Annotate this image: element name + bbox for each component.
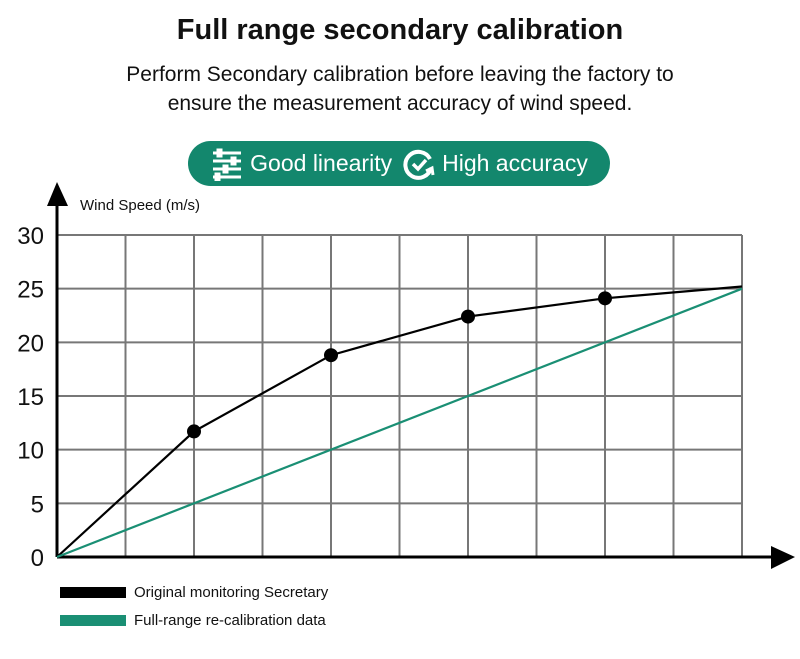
refresh-check-icon — [402, 147, 436, 181]
y-tick-label: 15 — [17, 384, 44, 411]
y-tick-label: 30 — [17, 223, 44, 250]
y-axis-arrow-icon — [47, 182, 68, 206]
badge-good-linearity: Good linearity — [250, 150, 393, 176]
y-axis-label: Wind Speed (m/s) — [80, 197, 201, 214]
subtitle-line-1: Perform Secondary calibration before lea… — [126, 63, 674, 86]
legend-label-recalibration: Full-range re-calibration data — [134, 612, 326, 629]
legend-swatch-original — [60, 587, 126, 598]
subtitle-line-2: ensure the measurement accuracy of wind … — [167, 92, 633, 115]
feature-badge: Good linearity High accuracy — [188, 141, 610, 186]
badge-high-accuracy: High accuracy — [442, 150, 588, 176]
legend-item-original: Original monitoring Secretary — [60, 584, 328, 601]
y-tick-label: 10 — [17, 438, 44, 465]
series-line-recalibration — [56, 287, 743, 559]
legend-label-original: Original monitoring Secretary — [134, 584, 329, 601]
y-tick-label: 25 — [17, 277, 44, 304]
page-title: Full range secondary calibration — [176, 14, 624, 46]
y-tick-label: 20 — [17, 330, 44, 357]
y-tick-label: 0 — [31, 545, 44, 572]
legend-swatch-recalibration — [60, 615, 126, 626]
x-axis-arrow-icon — [771, 546, 795, 569]
sliders-icon — [210, 147, 244, 181]
data-point — [461, 309, 475, 324]
subtitle: Perform Secondary calibration before lea… — [0, 60, 800, 118]
y-tick-label: 5 — [31, 491, 44, 518]
legend-item-recalibration: Full-range re-calibration data — [60, 612, 326, 629]
data-point — [324, 348, 338, 363]
series-line-original — [56, 285, 743, 558]
data-point — [187, 424, 201, 439]
data-point — [598, 291, 612, 306]
